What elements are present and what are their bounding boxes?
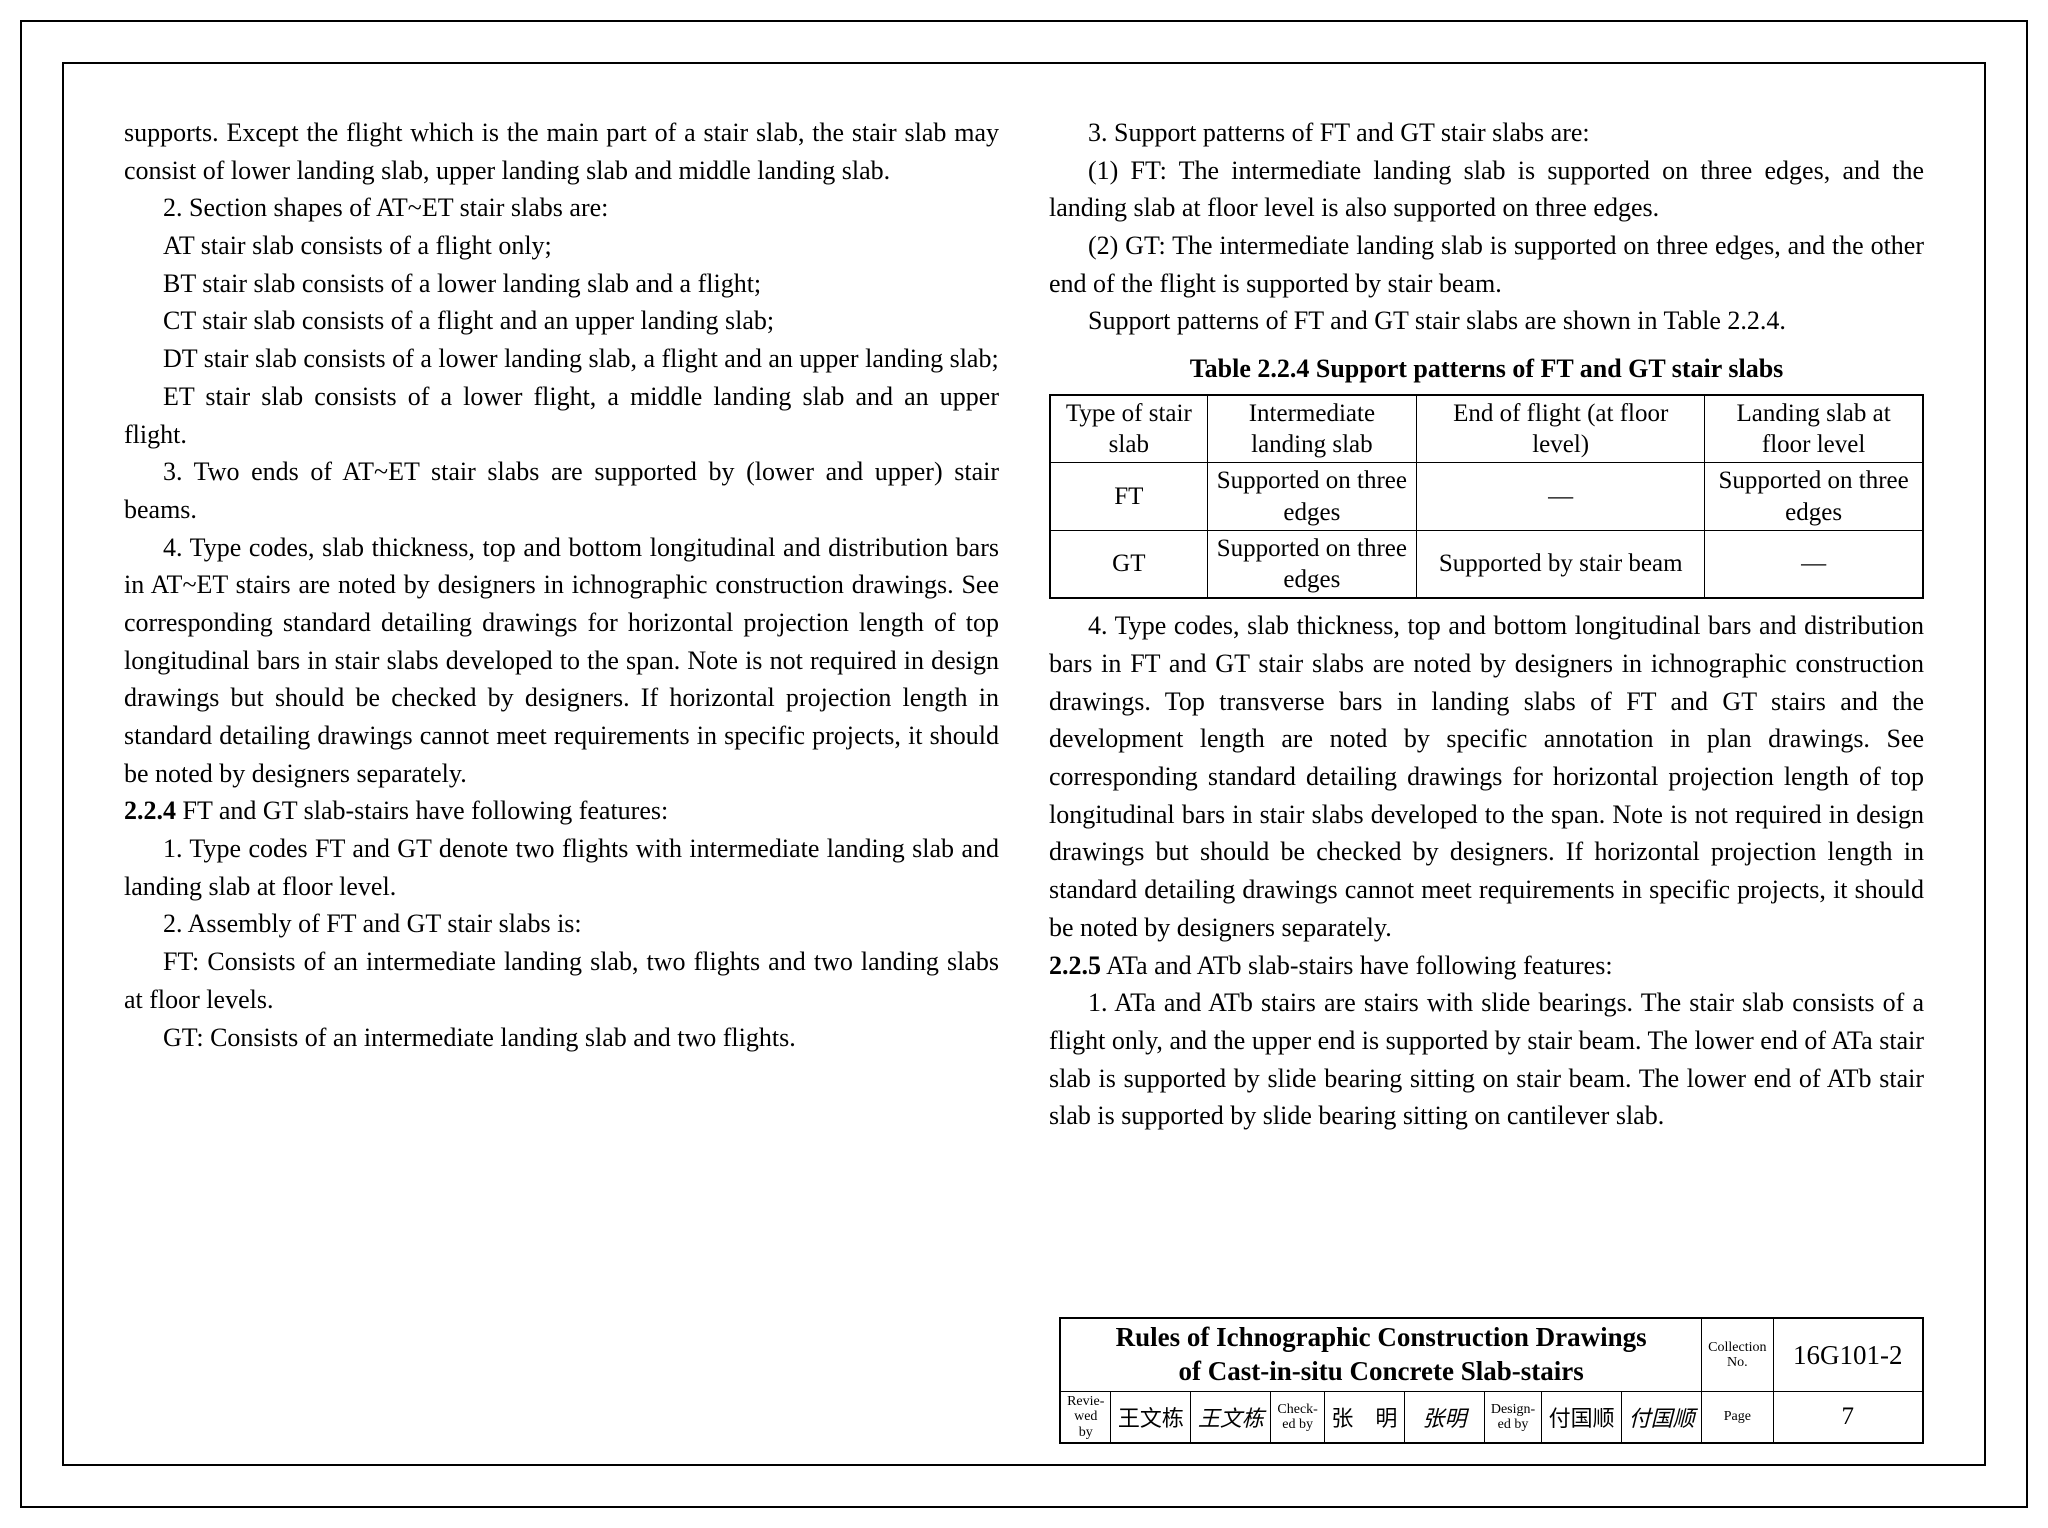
page-frame: supports. Except the flight which is the… xyxy=(20,20,2028,1508)
table-row: FT Supported on three edges — Supported … xyxy=(1050,463,1923,531)
designed-name: 付国顺 xyxy=(1542,1391,1622,1443)
right-p4: Support patterns of FT and GT stair slab… xyxy=(1049,302,1924,340)
collection-no: 16G101-2 xyxy=(1773,1318,1923,1391)
reviewed-sig: 王文栋 xyxy=(1191,1391,1271,1443)
right-p2: (1) FT: The intermediate landing slab is… xyxy=(1049,152,1924,227)
left-p10: 2.2.4 FT and GT slab-stairs have followi… xyxy=(124,792,999,830)
cell-gt-end: Supported by stair beam xyxy=(1417,530,1705,598)
text-columns: supports. Except the flight which is the… xyxy=(124,114,1924,1135)
right-p7: 1. ATa and ATb stairs are stairs with sl… xyxy=(1049,984,1924,1135)
right-p5: 4. Type codes, slab thickness, top and b… xyxy=(1049,607,1924,946)
left-p5: CT stair slab consists of a flight and a… xyxy=(124,302,999,340)
checked-name: 张 明 xyxy=(1324,1391,1404,1443)
table-224: Type of stair slab Intermediate landing … xyxy=(1049,394,1924,600)
left-p9: 4. Type codes, slab thickness, top and b… xyxy=(124,529,999,793)
designed-label: Design-ed by xyxy=(1484,1391,1541,1443)
left-p12: 2. Assembly of FT and GT stair slabs is: xyxy=(124,905,999,943)
title-line1: Rules of Ichnographic Construction Drawi… xyxy=(1116,1322,1647,1352)
left-column: supports. Except the flight which is the… xyxy=(124,114,999,1135)
th-landing: Landing slab at floor level xyxy=(1705,395,1923,463)
right-column: 3. Support patterns of FT and GT stair s… xyxy=(1049,114,1924,1135)
table-caption: Table 2.2.4 Support patterns of FT and G… xyxy=(1049,350,1924,388)
left-p2: 2. Section shapes of AT~ET stair slabs a… xyxy=(124,189,999,227)
right-p3: (2) GT: The intermediate landing slab is… xyxy=(1049,227,1924,302)
left-p14: GT: Consists of an intermediate landing … xyxy=(124,1019,999,1057)
right-p1: 3. Support patterns of FT and GT stair s… xyxy=(1049,114,1924,152)
th-type: Type of stair slab xyxy=(1050,395,1207,463)
drawing-title: Rules of Ichnographic Construction Drawi… xyxy=(1060,1318,1702,1391)
right-p6-text: ATa and ATb slab-stairs have following f… xyxy=(1101,951,1613,980)
left-p8: 3. Two ends of AT~ET stair slabs are sup… xyxy=(124,453,999,528)
left-p11: 1. Type codes FT and GT denote two fligh… xyxy=(124,830,999,905)
left-p3: AT stair slab consists of a flight only; xyxy=(124,227,999,265)
left-p4: BT stair slab consists of a lower landin… xyxy=(124,265,999,303)
cell-ft: FT xyxy=(1050,463,1207,531)
table-row: GT Supported on three edges Supported by… xyxy=(1050,530,1923,598)
cell-gt-landing: — xyxy=(1705,530,1923,598)
left-p1: supports. Except the flight which is the… xyxy=(124,114,999,189)
checked-sig: 张明 xyxy=(1404,1391,1484,1443)
table-row: Type of stair slab Intermediate landing … xyxy=(1050,395,1923,463)
cell-ft-end: — xyxy=(1417,463,1705,531)
title-line2: of Cast-in-situ Concrete Slab-stairs xyxy=(1179,1356,1584,1386)
th-end: End of flight (at floor level) xyxy=(1417,395,1705,463)
reviewed-label: Revie-wed by xyxy=(1060,1391,1111,1443)
left-p6: DT stair slab consists of a lower landin… xyxy=(124,340,999,378)
page-no: 7 xyxy=(1773,1391,1923,1443)
reviewed-name: 王文栋 xyxy=(1111,1391,1191,1443)
designed-sig: 付国顺 xyxy=(1622,1391,1702,1443)
sec-225-label: 2.2.5 xyxy=(1049,951,1101,980)
checked-label: Check-ed by xyxy=(1271,1391,1324,1443)
titleblock-row-bottom: Revie-wed by王文栋王文栋Check-ed by张 明张明Design… xyxy=(1060,1391,1923,1443)
page-label: Page xyxy=(1702,1391,1773,1443)
collection-label: Collection No. xyxy=(1702,1318,1773,1391)
cell-gt-inter: Supported on three edges xyxy=(1207,530,1417,598)
left-p10-text: FT and GT slab-stairs have following fea… xyxy=(176,796,668,825)
sec-224-label: 2.2.4 xyxy=(124,796,176,825)
titleblock-row-top: Rules of Ichnographic Construction Drawi… xyxy=(1060,1318,1923,1391)
left-p7: ET stair slab consists of a lower flight… xyxy=(124,378,999,453)
cell-ft-inter: Supported on three edges xyxy=(1207,463,1417,531)
left-p13: FT: Consists of an intermediate landing … xyxy=(124,943,999,1018)
title-block: Rules of Ichnographic Construction Drawi… xyxy=(1059,1317,1924,1444)
right-p6: 2.2.5 ATa and ATb slab-stairs have follo… xyxy=(1049,947,1924,985)
cell-gt: GT xyxy=(1050,530,1207,598)
cell-ft-landing: Supported on three edges xyxy=(1705,463,1923,531)
th-inter: Intermediate landing slab xyxy=(1207,395,1417,463)
inner-frame: supports. Except the flight which is the… xyxy=(62,62,1986,1466)
